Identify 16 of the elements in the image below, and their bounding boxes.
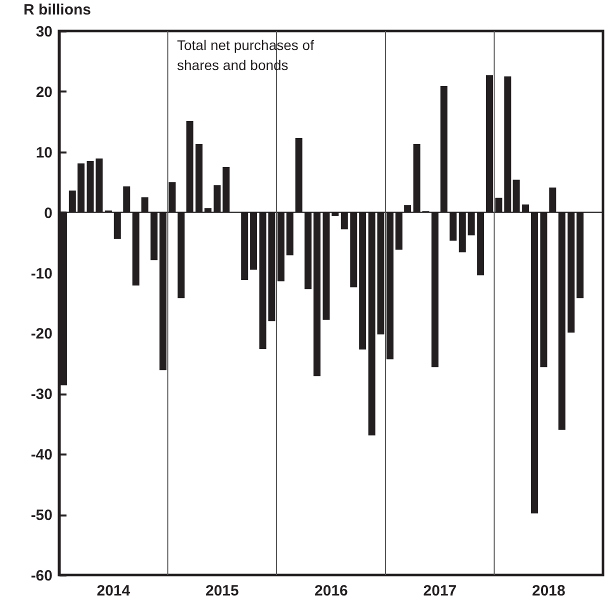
y-tick-label: -20: [30, 326, 52, 343]
x-tick-label: 2018: [532, 582, 566, 600]
y-tick-label: 0: [44, 204, 52, 222]
y-tick-label: -50: [30, 507, 52, 524]
y-tick-label: 30: [36, 24, 52, 40]
x-tick-label: 2015: [205, 582, 239, 600]
x-tick-label: 2014: [96, 582, 131, 600]
x-tick-label: 2016: [314, 582, 348, 600]
y-tick-label: -30: [30, 386, 52, 404]
y-tick-label: 20: [36, 84, 52, 101]
x-tick-label: 2017: [423, 582, 457, 600]
y-tick-label: -10: [30, 265, 52, 282]
y-axis-title: R billions: [24, 2, 91, 18]
y-tick-label: -40: [30, 446, 52, 464]
y-tick-label: -60: [30, 568, 52, 584]
y-tick-label: 10: [36, 144, 52, 162]
